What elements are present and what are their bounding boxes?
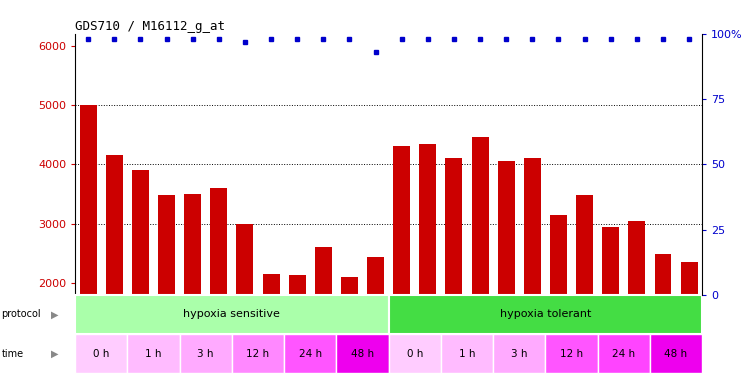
Bar — [106, 155, 122, 375]
Text: 48 h: 48 h — [665, 348, 688, 358]
Bar — [288, 275, 306, 375]
Bar — [179, 334, 232, 373]
Text: 24 h: 24 h — [612, 348, 635, 358]
Bar — [263, 274, 279, 375]
Bar — [284, 334, 336, 373]
Text: hypoxia tolerant: hypoxia tolerant — [499, 309, 591, 320]
Bar — [210, 188, 228, 375]
Bar — [132, 170, 149, 375]
Text: 3 h: 3 h — [198, 348, 214, 358]
Text: 12 h: 12 h — [246, 348, 270, 358]
Bar — [336, 334, 389, 373]
Text: ▶: ▶ — [51, 348, 59, 358]
Bar — [184, 194, 201, 375]
Bar — [498, 161, 514, 375]
Text: 0 h: 0 h — [93, 348, 110, 358]
Bar — [128, 334, 179, 373]
Text: hypoxia sensitive: hypoxia sensitive — [183, 309, 280, 320]
Text: GDS710 / M16112_g_at: GDS710 / M16112_g_at — [75, 20, 225, 33]
Bar — [472, 137, 489, 375]
Bar — [550, 215, 567, 375]
Text: 12 h: 12 h — [560, 348, 583, 358]
Bar — [493, 334, 545, 373]
Bar — [80, 105, 97, 375]
Bar — [524, 158, 541, 375]
Bar — [232, 334, 284, 373]
Bar — [389, 334, 441, 373]
Bar — [650, 334, 702, 373]
Bar — [75, 295, 389, 334]
Bar — [545, 334, 598, 373]
Text: protocol: protocol — [2, 309, 41, 320]
Bar — [655, 255, 671, 375]
Bar — [445, 158, 463, 375]
Text: ▶: ▶ — [51, 309, 59, 320]
Bar — [394, 147, 410, 375]
Bar — [441, 334, 493, 373]
Text: 3 h: 3 h — [511, 348, 527, 358]
Text: time: time — [2, 348, 23, 358]
Bar — [367, 257, 384, 375]
Bar — [389, 295, 702, 334]
Bar — [598, 334, 650, 373]
Text: 1 h: 1 h — [145, 348, 161, 358]
Bar — [341, 277, 358, 375]
Bar — [576, 195, 593, 375]
Bar — [629, 220, 645, 375]
Bar — [315, 248, 332, 375]
Bar — [680, 262, 698, 375]
Text: 24 h: 24 h — [299, 348, 322, 358]
Text: 0 h: 0 h — [406, 348, 423, 358]
Bar — [237, 224, 253, 375]
Text: 48 h: 48 h — [351, 348, 374, 358]
Bar — [419, 144, 436, 375]
Bar — [158, 195, 175, 375]
Bar — [602, 226, 620, 375]
Bar — [75, 334, 128, 373]
Text: 1 h: 1 h — [459, 348, 475, 358]
